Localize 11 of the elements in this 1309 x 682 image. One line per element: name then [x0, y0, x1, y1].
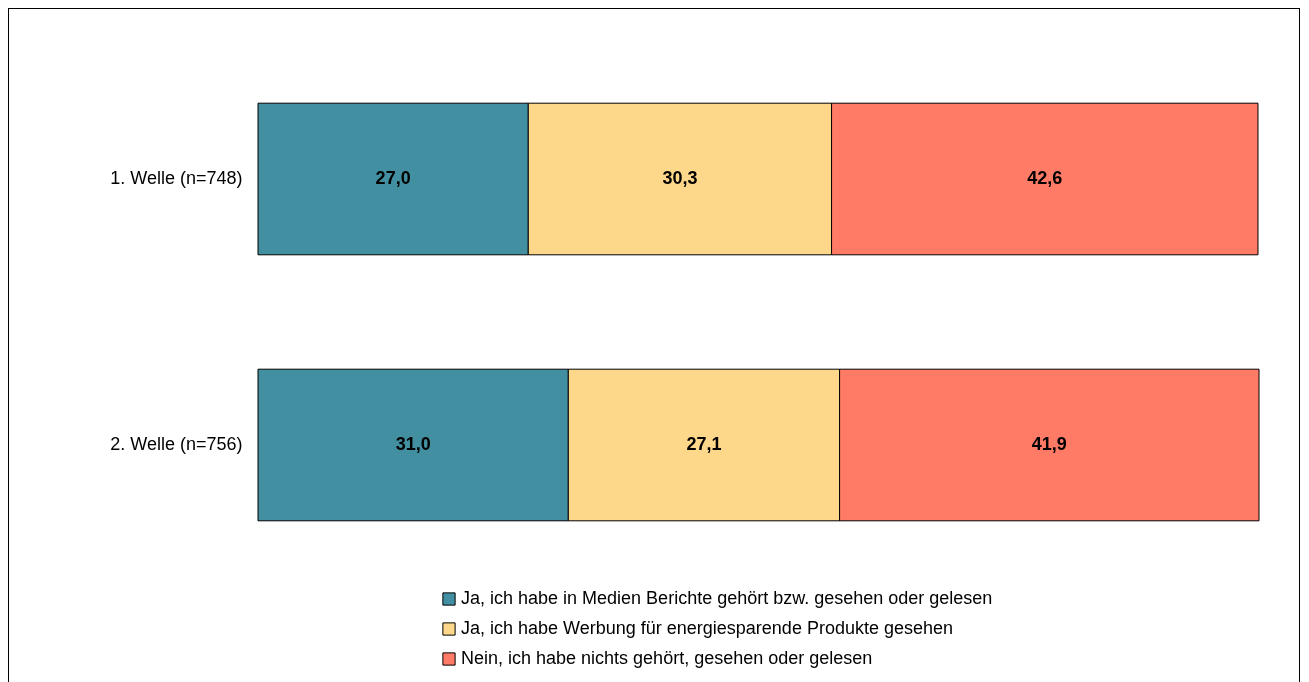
data-label: 30,3	[662, 168, 698, 189]
legend-label: Ja, ich habe Werbung für energiesparende Produkte gesehen	[461, 618, 954, 638]
y-tick-label: 2. Welle (n=756)	[110, 433, 243, 454]
y-tick-label: 1. Welle (n=748)	[110, 168, 243, 189]
data-label: 41,9	[1031, 433, 1067, 454]
data-label: 27,0	[375, 168, 411, 189]
legend-label: Nein, ich habe nichts gehört, gesehen oder gelesen	[461, 648, 873, 668]
legend-label: Ja, ich habe in Medien Berichte gehört bzw. gesehen oder gelesen	[461, 588, 993, 608]
data-label: 27,1	[686, 433, 722, 454]
data-label: 42,6	[1027, 168, 1063, 189]
data-label: 31,0	[395, 433, 431, 454]
